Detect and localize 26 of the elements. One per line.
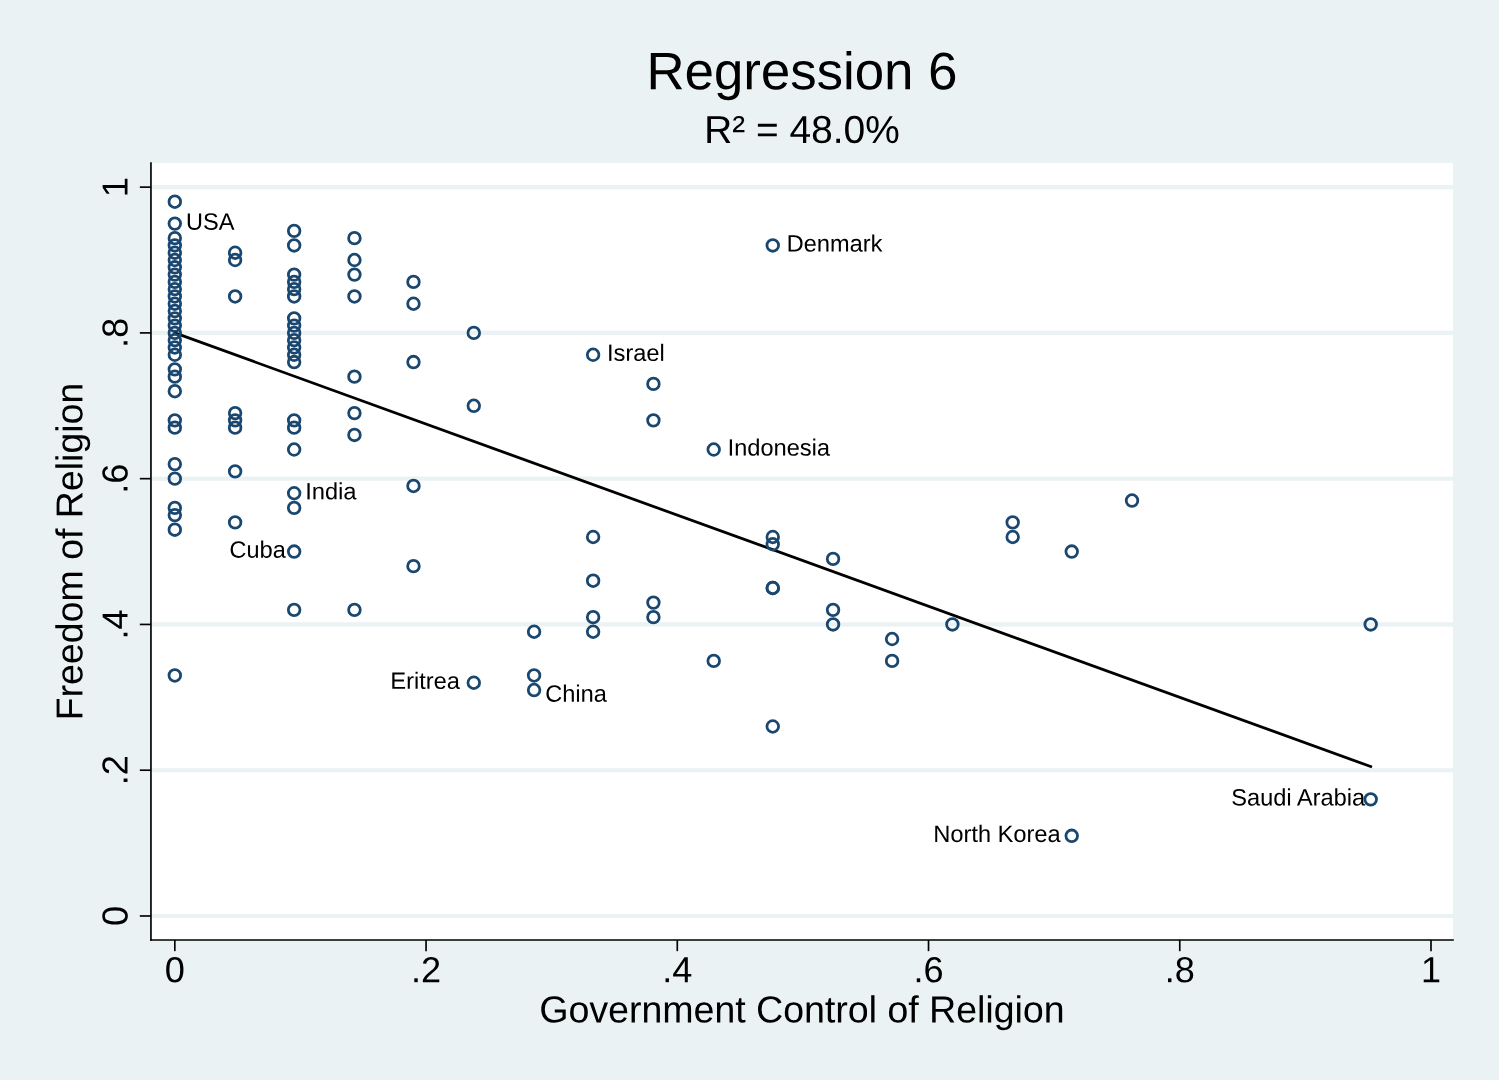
annotation: North Korea (935, 824, 1061, 843)
annotation: USA (187, 213, 235, 230)
annotation: Israel (609, 343, 664, 362)
annotation: China (546, 684, 607, 702)
annotation: Indonesia (729, 438, 831, 456)
y-tick-label: 1 (102, 178, 128, 195)
annotation: Cuba (230, 540, 286, 558)
y-tick-label: .2 (102, 756, 128, 782)
annotation: Denmark (788, 234, 883, 252)
annotation: Eritrea (392, 671, 460, 690)
annotation: India (307, 482, 357, 500)
y-tick-label: .6 (102, 465, 128, 491)
chart-title: Regression 6 (650, 51, 956, 101)
annotation: Saudi Arabia (1232, 788, 1366, 806)
x-tick-label: .4 (665, 957, 692, 983)
chart-subtitle: R² = 48.0% (707, 115, 899, 144)
x-tick-label: .2 (414, 956, 440, 983)
x-tick-label: .6 (916, 956, 942, 983)
y-tick-label: .4 (102, 610, 128, 637)
y-tick-label: 0 (102, 907, 128, 925)
x-tick-label: 0 (166, 956, 184, 983)
x-tick-label: 1 (1423, 957, 1440, 983)
y-tick-label: .8 (102, 319, 128, 345)
x-tick-label: .8 (1168, 956, 1194, 983)
y-axis-title: Freedom of Religion (55, 385, 91, 718)
x-axis-title: Government Control of Religion (541, 995, 1063, 1031)
